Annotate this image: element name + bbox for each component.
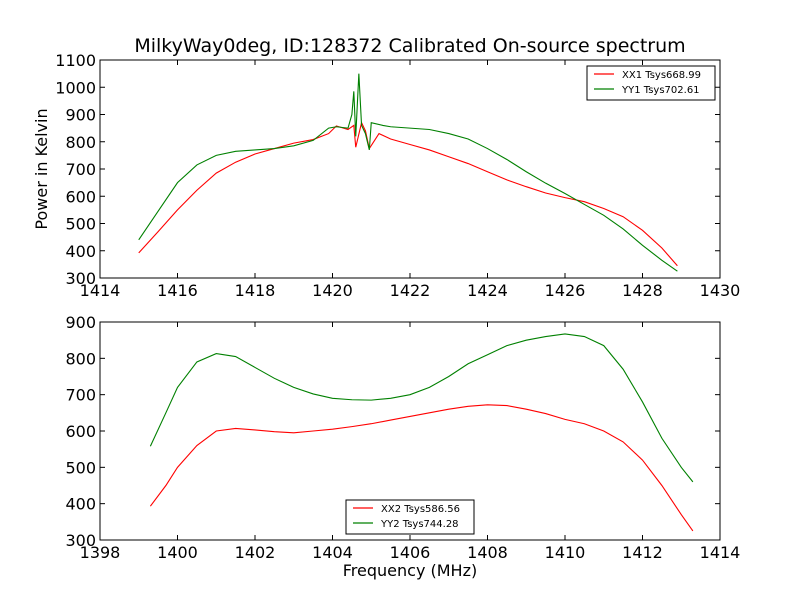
x-tick-label: 1398 [80, 543, 121, 562]
x-tick-label: 1402 [235, 543, 276, 562]
y-tick-label: 600 [65, 187, 96, 206]
x-tick-label: 1412 [622, 543, 663, 562]
x-tick-label: 1410 [545, 543, 586, 562]
x-tick-label: 1430 [700, 281, 741, 300]
x-tick-label: 1406 [390, 543, 431, 562]
y-tick-label: 900 [65, 313, 96, 332]
x-tick-label: 1422 [390, 281, 431, 300]
panel-1: 1414 1416 1418 1420 1422 1424 1426 1428 1430 300 4… [32, 35, 740, 300]
legend-entry-label: XX2 Tsys586.56 [381, 504, 460, 515]
x-tick-label: 1418 [235, 281, 276, 300]
x-tick-label: 1400 [157, 543, 198, 562]
y-tick-label: 400 [65, 495, 96, 514]
x-tick-label: 1420 [312, 281, 353, 300]
x-tick-label: 1404 [312, 543, 353, 562]
legend: XX1 Tsys668.99 YY1 Tsys702.61 [586, 65, 716, 101]
y-tick-label: 1000 [55, 78, 96, 97]
x-tick-label: 1408 [467, 543, 508, 562]
series-line-1-1 [138, 121, 678, 267]
x-tick-label: 1416 [157, 281, 198, 300]
y-tick-label: 800 [65, 133, 96, 152]
x-tick-label: 1414 [80, 281, 121, 300]
series-line-1-2 [138, 73, 678, 272]
legend-box [586, 65, 716, 101]
y-tick-label: 300 [65, 269, 96, 288]
panel-2: 1398 1400 1402 1404 1406 1408 1410 1412 1414 300 4… [65, 313, 740, 580]
y-tick-label: 800 [65, 349, 96, 368]
x-tick-label: 1414 [700, 543, 741, 562]
y-tick-label: 700 [65, 386, 96, 405]
legend-box [345, 499, 475, 535]
y-tick-label: 600 [65, 422, 96, 441]
series-line-2-1 [149, 404, 694, 532]
x-tick-label: 1428 [622, 281, 663, 300]
y-tick-label: 1100 [55, 51, 96, 70]
x-tick-label: 1426 [545, 281, 586, 300]
x-tick-label: 1424 [467, 281, 508, 300]
y-tick-label: 500 [65, 215, 96, 234]
legend-entry-label: YY2 Tsys744.28 [380, 519, 459, 530]
series-line-2-2 [149, 333, 694, 483]
chart-title: MilkyWay0deg, ID:128372 Calibrated On-so… [134, 35, 685, 57]
x-axis-label: Frequency (MHz) [343, 561, 477, 580]
y-tick-label: 500 [65, 458, 96, 477]
legend: XX2 Tsys586.56 YY2 Tsys744.28 [345, 499, 475, 535]
y-tick-label: 700 [65, 160, 96, 179]
y-tick-label: 400 [65, 242, 96, 261]
legend-entry-label: YY1 Tsys702.61 [621, 85, 700, 96]
y-tick-label: 300 [65, 531, 96, 550]
legend-entry-label: XX1 Tsys668.99 [622, 70, 701, 81]
y-tick-label: 900 [65, 106, 96, 125]
y-axis-label: Power in Kelvin [32, 108, 51, 229]
